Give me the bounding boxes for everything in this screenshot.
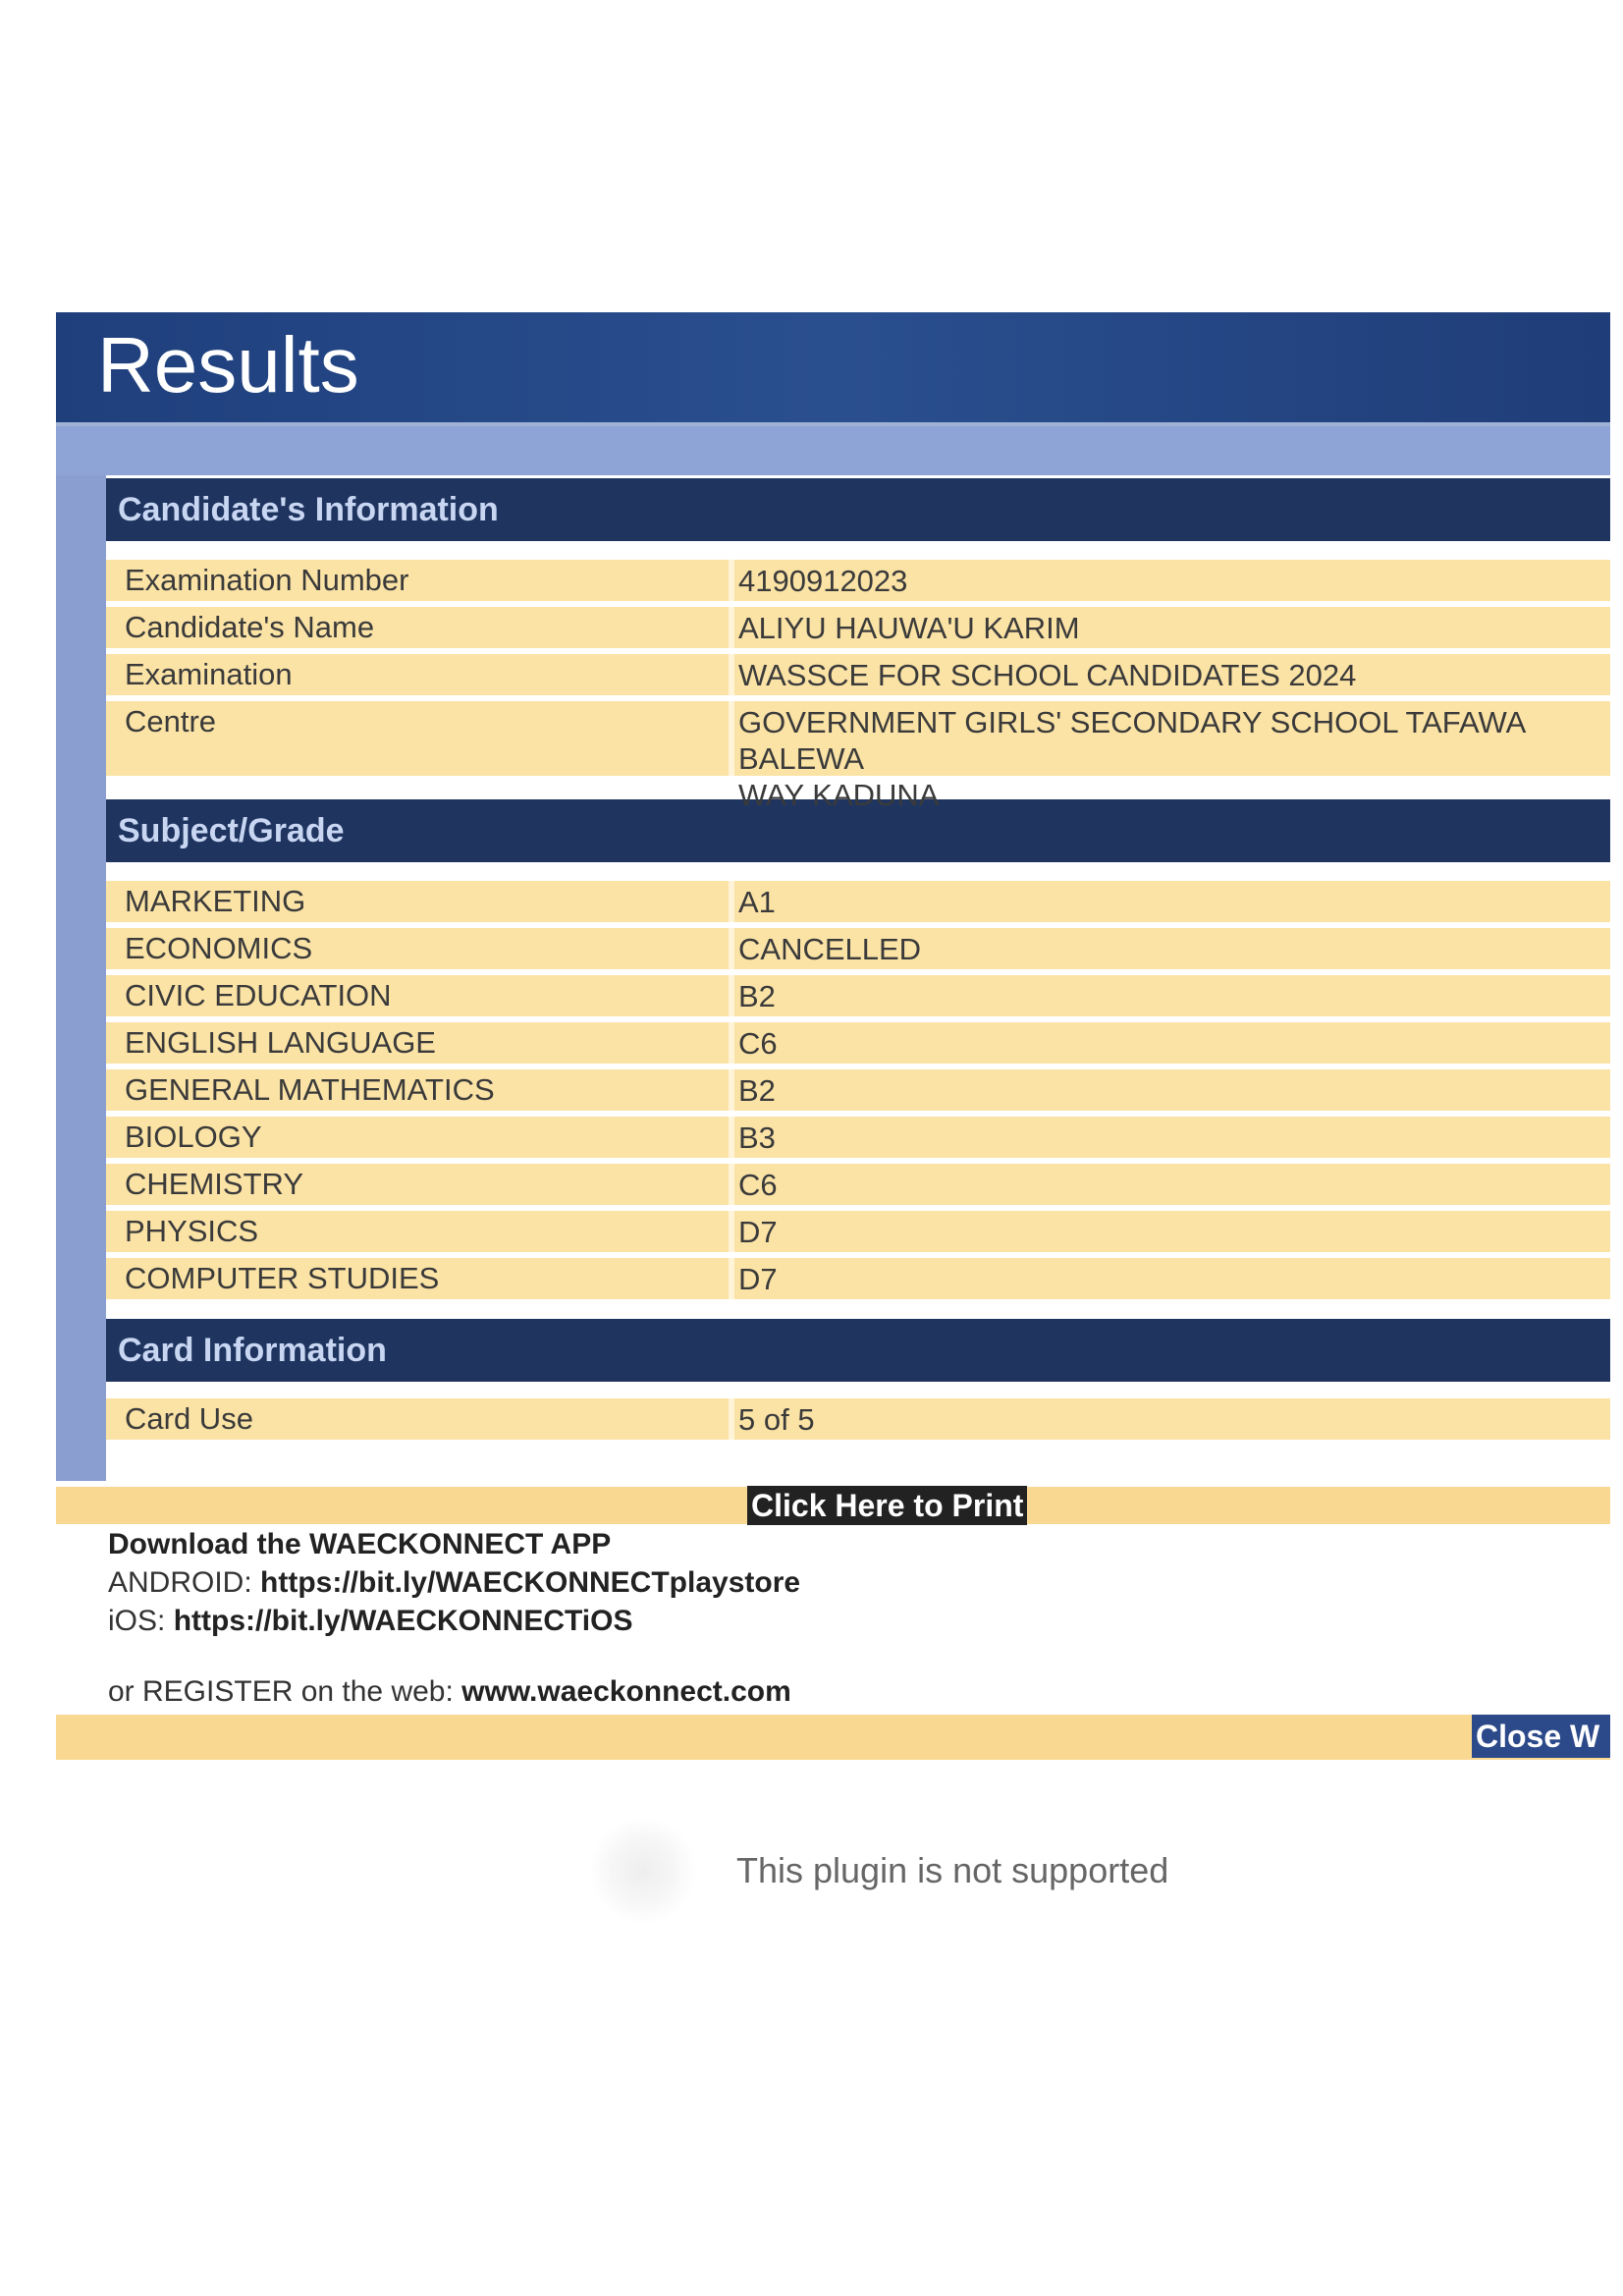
value-line: GOVERNMENT GIRLS' SECONDARY SCHOOL TAFAW… (738, 705, 1525, 776)
android-line: ANDROID: https://bit.ly/WAECKONNECTplays… (108, 1566, 800, 1600)
value-line: D7 (738, 1262, 778, 1296)
row-value: D7 (738, 1214, 778, 1250)
candidate-info-heading: Candidate's Information (106, 478, 1610, 541)
subject-grade-row: CIVIC EDUCATION B2 (106, 975, 1610, 1016)
value-line: ALIYU HAUWA'U KARIM (738, 611, 1080, 645)
subject-grade-row: BIOLOGY B3 (106, 1117, 1610, 1158)
subject-grade-row: MARKETING A1 (106, 881, 1610, 922)
row-value: 4190912023 (738, 563, 907, 599)
row-value: A1 (738, 884, 776, 920)
row-label: PHYSICS (125, 1214, 259, 1248)
header-band (56, 426, 1610, 475)
row-value: C6 (738, 1167, 778, 1203)
close-bar (56, 1715, 1610, 1760)
column-divider (729, 1022, 734, 1064)
column-divider (729, 654, 734, 695)
row-label: Card Use (125, 1401, 253, 1436)
row-label: Examination (125, 657, 293, 691)
card-info-heading: Card Information (106, 1319, 1610, 1382)
results-header: Results (56, 312, 1610, 426)
close-window-button[interactable]: Close W (1472, 1715, 1610, 1758)
candidate-info-row: Candidate's Name ALIYU HAUWA'U KARIM (106, 607, 1610, 648)
row-label: ENGLISH LANGUAGE (125, 1025, 436, 1060)
register-link[interactable]: www.waeckonnect.com (461, 1675, 791, 1708)
column-divider (729, 607, 734, 648)
row-value: C6 (738, 1025, 778, 1062)
column-divider (729, 1117, 734, 1158)
value-line: C6 (738, 1168, 778, 1202)
subject-grade-row: CHEMISTRY C6 (106, 1164, 1610, 1205)
candidate-info-row: Centre GOVERNMENT GIRLS' SECONDARY SCHOOL… (106, 701, 1610, 812)
value-line: 4190912023 (738, 564, 908, 598)
row-value: B3 (738, 1120, 776, 1156)
ios-line: iOS: https://bit.ly/WAECKONNECTiOS (108, 1605, 632, 1638)
value-line: C6 (738, 1026, 778, 1061)
row-value: CANCELLED (738, 931, 921, 967)
column-divider (729, 1258, 734, 1299)
value-line: CANCELLED (738, 932, 922, 966)
register-label: or REGISTER on the web: (108, 1675, 462, 1708)
ios-link[interactable]: https://bit.ly/WAECKONNECTiOS (173, 1605, 633, 1637)
ios-label: iOS: (108, 1605, 174, 1637)
candidate-info-row: Examination Number 4190912023 (106, 560, 1610, 601)
value-line-2: WAY KADUNA (738, 778, 940, 812)
row-value: WASSCE FOR SCHOOL CANDIDATES 2024 (738, 657, 1356, 693)
value-line: B2 (738, 979, 776, 1013)
row-label: CHEMISTRY (125, 1167, 304, 1201)
row-label: ECONOMICS (125, 931, 313, 965)
download-heading: Download the WAECKONNECT APP (108, 1528, 611, 1561)
value-line: WASSCE FOR SCHOOL CANDIDATES 2024 (738, 658, 1357, 692)
row-value: D7 (738, 1261, 778, 1297)
row-label: Candidate's Name (125, 610, 375, 644)
value-line: B3 (738, 1121, 776, 1155)
row-label: Examination Number (125, 563, 409, 597)
column-divider (729, 928, 734, 969)
column-divider (729, 1164, 734, 1205)
subject-grade-heading: Subject/Grade (106, 799, 1610, 862)
row-value: 5 of 5 (738, 1401, 815, 1438)
row-label: Centre (125, 704, 217, 738)
subject-grade-row: COMPUTER STUDIES D7 (106, 1258, 1610, 1299)
candidate-info-row: Examination WASSCE FOR SCHOOL CANDIDATES … (106, 654, 1610, 695)
download-heading-text: Download the WAECKONNECT APP (108, 1528, 612, 1560)
column-divider (729, 560, 734, 601)
value-line: 5 of 5 (738, 1402, 815, 1437)
android-label: ANDROID: (108, 1566, 261, 1599)
column-divider (729, 1211, 734, 1252)
value-line: A1 (738, 885, 776, 919)
row-label: MARKETING (125, 884, 306, 918)
column-divider (729, 1398, 734, 1440)
plugin-icon (589, 1817, 697, 1925)
row-label: BIOLOGY (125, 1120, 262, 1154)
row-value: B2 (738, 978, 776, 1014)
column-divider (729, 881, 734, 922)
row-label: GENERAL MATHEMATICS (125, 1072, 495, 1107)
row-label: CIVIC EDUCATION (125, 978, 392, 1012)
subject-grade-row: ECONOMICS CANCELLED (106, 928, 1610, 969)
row-label: COMPUTER STUDIES (125, 1261, 440, 1295)
column-divider (729, 701, 734, 776)
value-line: D7 (738, 1215, 778, 1249)
row-value: ALIYU HAUWA'U KARIM (738, 610, 1080, 646)
column-divider (729, 1069, 734, 1111)
left-stripe (56, 475, 106, 1481)
row-value: GOVERNMENT GIRLS' SECONDARY SCHOOL TAFAW… (738, 704, 1610, 813)
column-divider (729, 975, 734, 1016)
register-line: or REGISTER on the web: www.waeckonnect.… (108, 1675, 791, 1709)
print-button[interactable]: Click Here to Print (747, 1486, 1028, 1525)
android-link[interactable]: https://bit.ly/WAECKONNECTplaystore (260, 1566, 801, 1599)
subject-grade-row: PHYSICS D7 (106, 1211, 1610, 1252)
page-title: Results (97, 321, 359, 409)
card-info-row: Card Use 5 of 5 (106, 1398, 1610, 1440)
subject-grade-row: ENGLISH LANGUAGE C6 (106, 1022, 1610, 1064)
plugin-message: This plugin is not supported (736, 1850, 1169, 1890)
value-line: B2 (738, 1073, 776, 1108)
row-value: B2 (738, 1072, 776, 1109)
subject-grade-row: GENERAL MATHEMATICS B2 (106, 1069, 1610, 1111)
